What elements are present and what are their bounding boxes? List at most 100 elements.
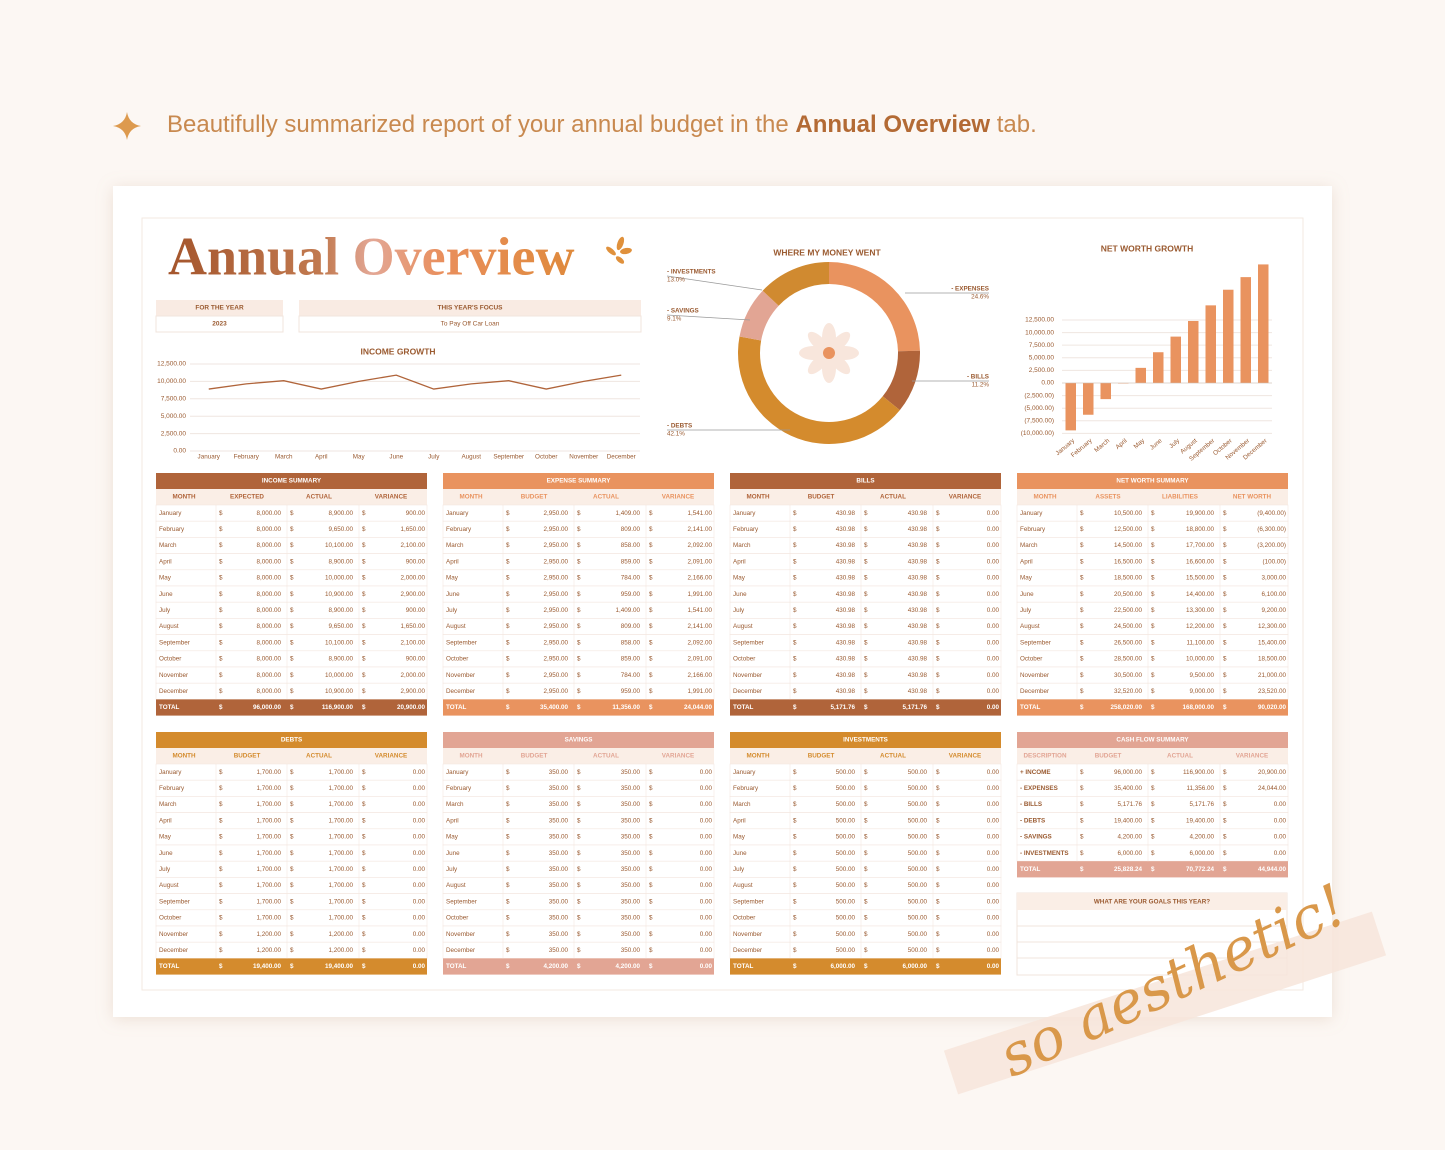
table-header — [443, 473, 714, 489]
currency-symbol: $ — [864, 558, 868, 565]
cell-value: 0.00 — [413, 769, 426, 776]
row-label: TOTAL — [446, 704, 467, 711]
currency-symbol: $ — [1080, 850, 1084, 857]
currency-symbol: $ — [649, 898, 653, 905]
currency-symbol: $ — [506, 947, 510, 954]
cell-value: 10,500.00 — [1114, 510, 1143, 517]
cell-value: 0.00 — [700, 850, 713, 857]
x-tick-label: October — [535, 454, 557, 461]
currency-symbol: $ — [1080, 542, 1084, 549]
currency-symbol: $ — [506, 575, 510, 582]
row-label: May — [446, 575, 459, 582]
cell-value: 500.00 — [908, 817, 928, 824]
row-label: September — [159, 639, 190, 646]
row-label: June — [446, 850, 460, 857]
currency-symbol: $ — [1151, 623, 1155, 630]
cell-value: 2,166.00 — [687, 575, 712, 582]
cell-value: 5,171.76 — [902, 704, 927, 711]
currency-symbol: $ — [1223, 607, 1227, 614]
cell-value: 959.00 — [621, 591, 641, 598]
currency-symbol: $ — [290, 526, 294, 533]
currency-symbol: $ — [362, 834, 366, 841]
currency-symbol: $ — [577, 575, 581, 582]
year-value-box — [155, 315, 284, 333]
currency-symbol: $ — [506, 607, 510, 614]
currency-symbol: $ — [793, 623, 797, 630]
currency-symbol: $ — [577, 769, 581, 776]
cell-value: 0.00 — [987, 769, 1000, 776]
cell-value: 116,900.00 — [322, 704, 354, 711]
cell-value: 430.98 — [908, 639, 928, 646]
cell-value: 14,500.00 — [1114, 542, 1143, 549]
currency-symbol: $ — [936, 866, 940, 873]
currency-symbol: $ — [506, 931, 510, 938]
bar — [1065, 382, 1076, 431]
currency-symbol: $ — [793, 526, 797, 533]
cell-value: 44,944.00 — [1258, 866, 1287, 873]
currency-symbol: $ — [1080, 639, 1084, 646]
currency-symbol: $ — [219, 575, 223, 582]
currency-symbol: $ — [1223, 510, 1227, 517]
cell-value: 500.00 — [908, 801, 928, 808]
cell-value: 430.98 — [836, 526, 856, 533]
currency-symbol: $ — [290, 850, 294, 857]
cell-value: 430.98 — [836, 672, 856, 679]
cell-value: 2,091.00 — [687, 558, 712, 565]
currency-symbol: $ — [362, 801, 366, 808]
x-tick-label: July — [428, 454, 440, 461]
currency-symbol: $ — [864, 898, 868, 905]
y-tick-label: (2,500.00) — [1024, 392, 1054, 399]
currency-symbol: $ — [577, 688, 581, 695]
currency-symbol: $ — [1223, 526, 1227, 533]
currency-symbol: $ — [362, 558, 366, 565]
x-tick-label: January — [198, 454, 221, 461]
currency-symbol: $ — [362, 817, 366, 824]
pie-value-label: 9.1% — [667, 316, 682, 323]
currency-symbol: $ — [506, 639, 510, 646]
cell-value: 500.00 — [836, 817, 856, 824]
currency-symbol: $ — [793, 688, 797, 695]
cell-value: 0.00 — [987, 591, 1000, 598]
focus-label-box — [299, 300, 641, 316]
cell-value: 350.00 — [549, 882, 569, 889]
cell-value: 8,000.00 — [256, 688, 281, 695]
cell-value: 8,000.00 — [256, 575, 281, 582]
total-row — [156, 958, 427, 975]
currency-symbol: $ — [290, 591, 294, 598]
currency-symbol: $ — [1080, 817, 1084, 824]
cell-value: 350.00 — [621, 801, 641, 808]
cell-value: 858.00 — [621, 639, 641, 646]
cell-value: 18,500.00 — [1258, 656, 1287, 663]
cell-value: 2,000.00 — [400, 575, 425, 582]
cell-value: 1,650.00 — [400, 526, 425, 533]
row-label: June — [1020, 591, 1034, 598]
cell-value: 1,541.00 — [687, 510, 712, 517]
cell-value: 1,650.00 — [400, 623, 425, 630]
cell-value: 350.00 — [621, 785, 641, 792]
currency-symbol: $ — [864, 963, 868, 970]
currency-symbol: $ — [1223, 558, 1227, 565]
cell-value: 16,600.00 — [1186, 558, 1215, 565]
currency-symbol: $ — [649, 817, 653, 824]
currency-symbol: $ — [362, 915, 366, 922]
currency-symbol: $ — [936, 510, 940, 517]
currency-symbol: $ — [864, 704, 868, 711]
cell-value: 0.00 — [700, 834, 713, 841]
currency-symbol: $ — [1151, 850, 1155, 857]
column-header: ACTUAL — [1167, 753, 1193, 760]
currency-symbol: $ — [1151, 834, 1155, 841]
row-label: May — [159, 834, 172, 841]
cell-value: 23,520.00 — [1258, 688, 1287, 695]
row-label: August — [733, 623, 753, 630]
currency-symbol: $ — [219, 850, 223, 857]
bar — [1135, 367, 1146, 383]
cell-value: 0.00 — [413, 866, 426, 873]
currency-symbol: $ — [1151, 526, 1155, 533]
cell-value: 430.98 — [836, 575, 856, 582]
pie-slice — [829, 262, 920, 352]
currency-symbol: $ — [219, 834, 223, 841]
currency-symbol: $ — [290, 769, 294, 776]
currency-symbol: $ — [1080, 591, 1084, 598]
y-tick-label: (5,000.00) — [1024, 405, 1054, 412]
currency-symbol: $ — [936, 558, 940, 565]
